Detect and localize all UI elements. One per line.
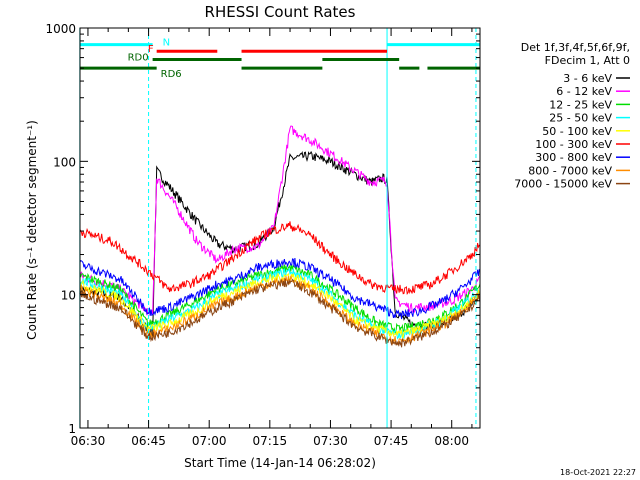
flag-label-0: N [163, 38, 170, 49]
x-tick-label-6: 08:00 [434, 434, 469, 448]
legend-entry-1: 6 - 12 keV [556, 85, 612, 98]
legend-entry-5: 100 - 300 keV [535, 138, 612, 151]
flag-label-3: RD6 [161, 69, 182, 80]
legend-entry-0: 3 - 6 keV [563, 72, 612, 85]
series-line-5 [79, 221, 481, 295]
x-tick-label-0: 06:30 [71, 434, 106, 448]
y-tick-label-3: 1000 [45, 22, 76, 36]
x-tick-label-4: 07:30 [313, 434, 348, 448]
y-tick-label-2: 100 [53, 155, 76, 169]
x-tick-label-3: 07:15 [253, 434, 288, 448]
x-tick-label-5: 07:45 [374, 434, 409, 448]
x-tick-label-1: 06:45 [131, 434, 166, 448]
legend-entry-3: 25 - 50 keV [549, 112, 612, 125]
chart-title: RHESSI Count Rates [205, 3, 356, 21]
legend-header-line-2: FDecim 1, Att 0 [545, 54, 630, 67]
series-line-8 [79, 278, 481, 348]
flag-label-2: RD0 [128, 53, 149, 64]
flag-label-1: F [148, 44, 154, 55]
legend: Det 1f,3f,4f,5f,6f,9f, FDecim 1, Att 0 3… [514, 41, 630, 191]
y-tick-label-1: 10 [61, 289, 76, 303]
legend-entry-6: 300 - 800 keV [535, 151, 612, 164]
axes: 06:30 06:45 07:00 07:15 07:30 07:45 08:00 1 10 10… [45, 22, 481, 448]
footer-timestamp: 18-Oct-2021 22:27 [560, 468, 636, 477]
y-tick-label-0: 1 [68, 422, 76, 436]
legend-entry-7: 800 - 7000 keV [528, 164, 612, 177]
legend-entry-8: 7000 - 15000 keV [514, 178, 612, 191]
legend-entry-4: 50 - 100 keV [542, 125, 612, 138]
y-axis-label: Count Rate (s⁻¹ detector segment⁻¹) [25, 120, 39, 340]
x-axis-label: Start Time (14-Jan-14 06:28:02) [184, 456, 376, 470]
series-line-4 [79, 272, 481, 339]
plot-area [79, 28, 481, 428]
series-line-6 [79, 258, 481, 320]
plot-frame [79, 27, 481, 429]
x-tick-label-2: 07:00 [192, 434, 227, 448]
legend-entry-2: 12 - 25 keV [549, 98, 612, 111]
legend-header-line-1: Det 1f,3f,4f,5f,6f,9f, [521, 41, 630, 54]
